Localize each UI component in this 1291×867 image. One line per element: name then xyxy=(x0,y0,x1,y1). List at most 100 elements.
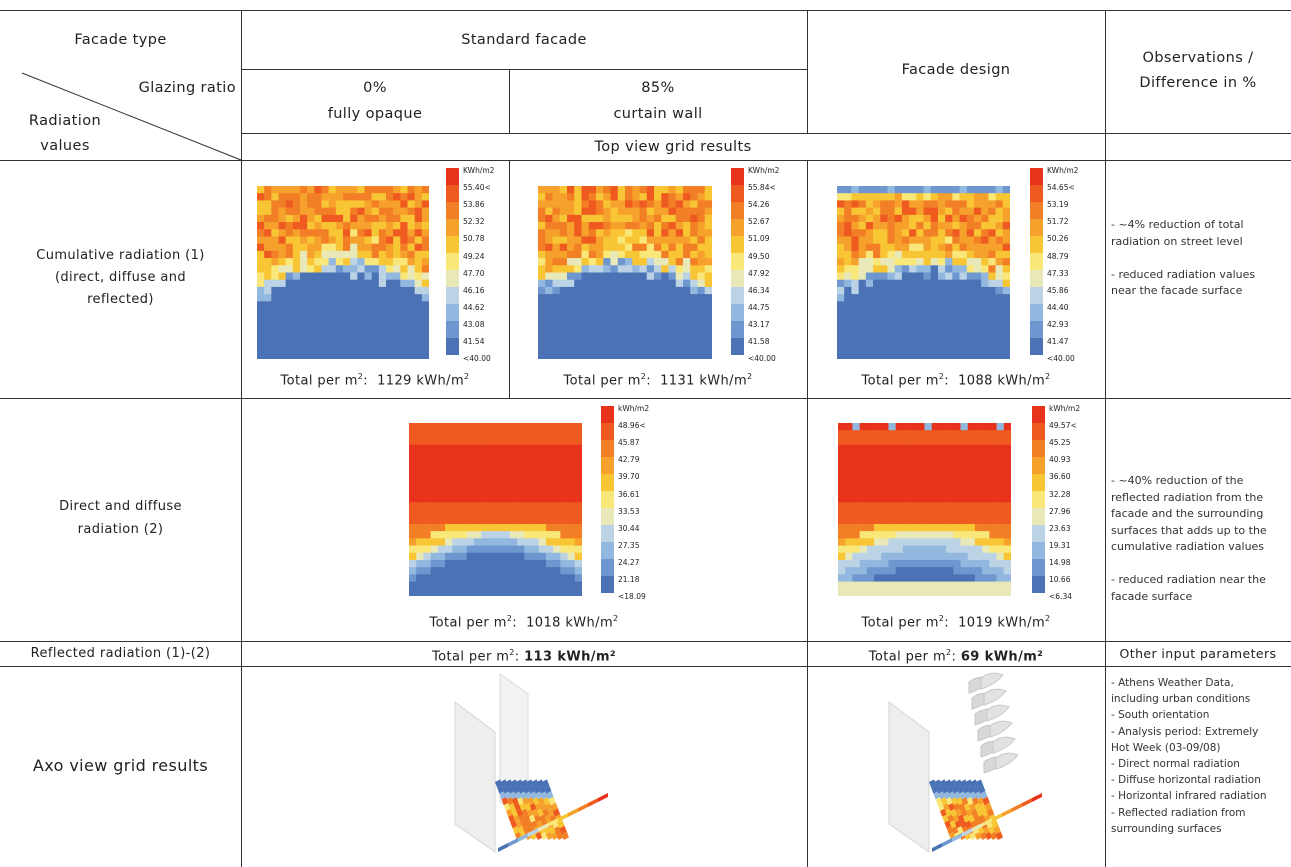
heatmap-cell xyxy=(852,444,860,453)
legend-label: 52.67 xyxy=(748,217,770,227)
heatmap-cell xyxy=(285,236,294,244)
heatmap-cell xyxy=(400,214,408,223)
standard-facade-header: Standard facade xyxy=(461,32,587,48)
heatmap-cell xyxy=(910,430,918,438)
heatmap-cell xyxy=(378,250,387,259)
heatmap-cell xyxy=(902,509,911,518)
heatmap-cell xyxy=(588,315,597,324)
legend-swatch xyxy=(601,457,614,474)
heatmap-cell xyxy=(966,200,975,208)
heatmap-cell xyxy=(307,193,315,201)
heatmap-cell xyxy=(473,581,482,590)
heatmap-cell xyxy=(445,495,453,503)
heatmap-cell xyxy=(343,258,351,266)
heatmap-cell xyxy=(393,351,401,359)
heatmap-cell xyxy=(452,444,460,453)
heatmap-cell xyxy=(481,545,489,554)
heatmap-cell xyxy=(974,588,983,596)
heatmap-cell xyxy=(982,588,990,596)
heatmap-cell xyxy=(953,437,961,445)
heatmap-cell xyxy=(865,272,874,281)
heatmap-cell xyxy=(581,337,590,345)
observation-line: - Horizontal infrared radiation xyxy=(1111,790,1267,803)
heatmap-cell xyxy=(967,567,976,575)
heatmap-cell xyxy=(466,466,475,474)
heatmap-cell xyxy=(874,538,882,546)
legend-label: 41.47 xyxy=(1047,337,1069,346)
heatmap-cell xyxy=(386,344,394,353)
heatmap-cell xyxy=(567,574,576,582)
heatmap-cell xyxy=(581,265,590,273)
heatmap-cell xyxy=(902,437,911,445)
heatmap-cell xyxy=(953,430,961,438)
heatmap-cell xyxy=(574,523,582,532)
heatmap-cell xyxy=(574,344,582,353)
heatmap-cell xyxy=(321,337,329,345)
heatmap-cell xyxy=(596,193,604,201)
heatmap-cell xyxy=(873,344,881,353)
heatmap-cell xyxy=(430,538,439,546)
axo-shading-fin xyxy=(986,704,1010,722)
heatmap-cell xyxy=(894,229,903,237)
heatmap-cell xyxy=(946,466,954,474)
heatmap-cell xyxy=(481,473,489,481)
heatmap-cell xyxy=(343,207,351,216)
heatmap-cell xyxy=(859,567,868,575)
heatmap-cell xyxy=(902,487,911,496)
legend-label: 44.75 xyxy=(748,302,770,312)
heatmap-cell xyxy=(545,444,554,453)
heatmap-cell xyxy=(538,186,546,194)
heatmap-cell xyxy=(378,258,387,266)
heatmap-cell xyxy=(646,294,655,302)
heatmap-cell xyxy=(603,337,611,345)
heatmap-cell xyxy=(437,523,446,532)
heatmap-cell xyxy=(378,322,387,331)
heatmap-cell xyxy=(423,466,431,474)
heatmap-cell xyxy=(844,294,852,302)
heatmap-cell xyxy=(837,279,845,288)
heatmap-cell xyxy=(625,229,633,237)
heatmap-cell xyxy=(675,344,684,353)
heatmap-cell xyxy=(531,473,540,481)
heatmap-cell xyxy=(285,258,294,266)
heatmap-cell xyxy=(350,186,358,194)
heatmap-cell xyxy=(902,581,911,590)
heatmap-cell xyxy=(321,286,329,295)
heatmap-cell xyxy=(560,516,568,525)
heatmap-cell xyxy=(596,301,604,309)
heatmap-cell xyxy=(437,437,446,445)
heatmap-cell xyxy=(538,243,546,252)
heatmap-cell xyxy=(314,337,322,345)
heatmap-cell xyxy=(502,552,511,561)
heatmap-cell xyxy=(574,214,582,223)
heatmap-cell xyxy=(437,559,446,568)
heatmap-cell xyxy=(697,337,706,345)
heatmap-cell xyxy=(416,545,424,554)
heatmap-cell xyxy=(851,337,859,345)
heatmap-cell xyxy=(938,437,947,445)
heatmap-cell xyxy=(632,337,640,345)
heatmap-cell xyxy=(328,337,337,345)
heatmap-cell xyxy=(588,222,597,230)
heatmap-cell xyxy=(938,538,947,546)
heatmap-cell xyxy=(292,265,301,273)
axo-legend-bar xyxy=(1032,793,1042,802)
legend-swatch xyxy=(731,219,744,236)
heatmap-cell xyxy=(952,344,960,353)
heatmap-cell xyxy=(343,322,351,331)
heatmap-cell xyxy=(393,272,401,281)
axo-grid-cell xyxy=(515,779,524,788)
heatmap-cell xyxy=(378,214,387,223)
heatmap-cell xyxy=(910,423,918,431)
heatmap-cell xyxy=(581,222,590,230)
heatmap-cell xyxy=(901,214,910,223)
heatmap-cell xyxy=(264,207,272,216)
heatmap-cell xyxy=(873,186,881,194)
legend-swatch xyxy=(1030,270,1043,287)
heatmap-cell xyxy=(852,502,860,510)
legend-label: 50.26 xyxy=(1047,234,1069,244)
heatmap-cell xyxy=(610,214,619,223)
heatmap-cell xyxy=(917,581,925,590)
heatmap-cell xyxy=(953,473,961,481)
heatmap-cell xyxy=(851,351,859,359)
